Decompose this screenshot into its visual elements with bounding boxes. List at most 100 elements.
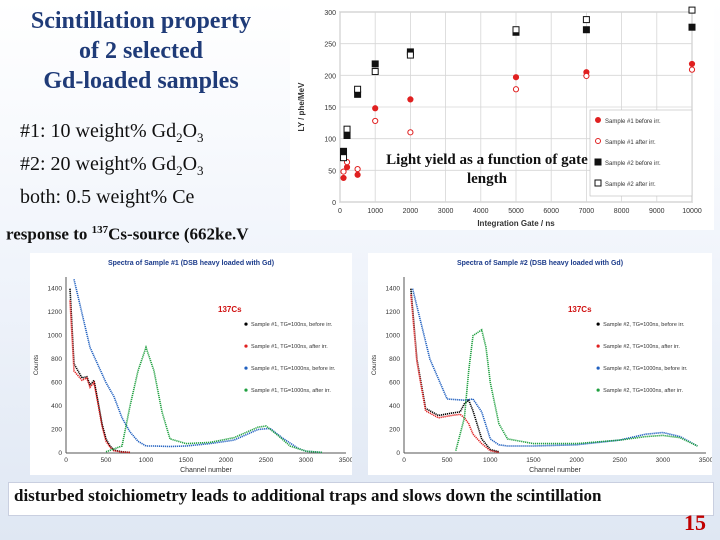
spectrum-1-chart: Spectra of Sample #1 (DSB heavy loaded w… xyxy=(33,260,354,474)
legend-marker xyxy=(244,344,248,348)
spectrum-series-line xyxy=(105,344,323,454)
legend-marker xyxy=(595,117,601,123)
legend-marker xyxy=(596,366,600,370)
x-tick-label: 1000 xyxy=(483,457,498,464)
data-point xyxy=(340,168,347,175)
data-point xyxy=(340,174,347,182)
legend-marker xyxy=(596,344,600,348)
x-tick-label: 5000 xyxy=(508,208,524,215)
x-axis-label: Channel number xyxy=(529,467,581,474)
legend-marker xyxy=(596,322,600,326)
legend-marker xyxy=(244,366,248,370)
data-point xyxy=(343,164,351,171)
data-point xyxy=(372,105,379,112)
data-point xyxy=(343,132,351,139)
y-tick-label: 200 xyxy=(324,73,336,80)
y-tick-label: 100 xyxy=(324,137,336,144)
y-tick-label: 50 xyxy=(328,168,336,175)
data-point xyxy=(512,86,520,93)
spectrum-title: Spectra of Sample #2 (DSB heavy loaded w… xyxy=(457,260,623,267)
y-tick-label: 600 xyxy=(51,380,62,387)
data-point xyxy=(340,147,348,155)
legend-label: Sample #2, TG=100ns, before irr. xyxy=(603,322,685,328)
x-tick-label: 4000 xyxy=(473,208,489,215)
sample-line-1: #1: 10 weight% Gd2O3 xyxy=(20,120,204,145)
y-tick-label: 0 xyxy=(332,200,336,207)
y-tick-label: 1000 xyxy=(386,333,401,340)
legend-marker xyxy=(595,138,601,144)
page-number: 15 xyxy=(684,510,706,535)
sample-line-2: #2: 20 weight% Gd2O3 xyxy=(20,153,204,178)
x-tick-label: 3500 xyxy=(699,457,712,464)
y-tick-label: 0 xyxy=(58,450,62,457)
y-tick-label: 400 xyxy=(389,403,400,410)
footer-statement: disturbed stoichiometry leads to additio… xyxy=(14,486,602,505)
title-line-1: Scintillation property xyxy=(30,8,252,34)
light-yield-chart-panel: 0 1000 2000 3000 4000 5000 6000 7000 8000 9000 100… xyxy=(290,2,714,230)
data-point xyxy=(512,26,520,34)
legend-label: Sample #2 after irr. xyxy=(605,182,656,188)
legend-marker xyxy=(244,322,248,326)
y-tick-label: 800 xyxy=(389,356,400,363)
sample-line-3: both: 0.5 weight% Ce xyxy=(20,186,195,208)
x-tick-label: 2000 xyxy=(403,208,419,215)
legend-box xyxy=(589,109,693,197)
data-point xyxy=(354,171,361,178)
spectrum-series-line xyxy=(69,300,131,454)
x-tick-label: 6000 xyxy=(543,208,559,215)
spectrum-series-line xyxy=(455,328,698,451)
spectrum-series-line xyxy=(411,288,698,447)
y-tick-label: 600 xyxy=(389,380,400,387)
y-tick-label: 300 xyxy=(324,10,336,17)
cs137-annotation: 137Cs xyxy=(218,305,242,314)
data-point xyxy=(372,117,379,125)
legend-marker xyxy=(594,158,602,166)
y-axis-label: Counts xyxy=(371,354,378,375)
spectrum-series-line xyxy=(410,294,500,454)
legend-marker xyxy=(244,388,248,392)
data-point xyxy=(371,68,379,76)
sample-composition-list: #1: 10 weight% Gd2O3 #2: 20 weight% Gd2O… xyxy=(20,118,204,210)
data-point xyxy=(354,85,362,93)
data-point xyxy=(688,6,696,14)
x-tick-label: 9000 xyxy=(649,208,665,215)
x-tick-label: 10000 xyxy=(682,208,702,215)
x-tick-label: 3000 xyxy=(438,208,454,215)
x-tick-label: 0 xyxy=(64,457,68,464)
x-tick-label: 1000 xyxy=(139,457,154,464)
y-tick-label: 250 xyxy=(324,42,336,49)
source-response-label: response to 137Cs-source (662ke.V xyxy=(6,224,249,244)
x-tick-label: 500 xyxy=(442,457,453,464)
data-point xyxy=(688,23,696,31)
light-yield-chart: 0 1000 2000 3000 4000 5000 6000 7000 8000 9000 100… xyxy=(297,6,702,228)
data-point xyxy=(688,60,696,68)
data-point xyxy=(354,165,361,173)
y-tick-label: 200 xyxy=(389,427,400,434)
legend-label: Sample #2 before irr. xyxy=(605,161,661,167)
y-tick-label: 1000 xyxy=(48,333,63,340)
spectrum-2-chart: Spectra of Sample #2 (DSB heavy loaded w… xyxy=(371,260,714,474)
spectrum-series-line xyxy=(73,279,323,454)
x-tick-label: 0 xyxy=(338,208,342,215)
x-tick-label: 2500 xyxy=(259,457,274,464)
legend-label: Sample #1, TG=1000ns, after irr. xyxy=(251,388,331,394)
data-point xyxy=(340,154,348,162)
x-tick-label: 2000 xyxy=(219,457,234,464)
x-tick-label: 3000 xyxy=(299,457,314,464)
legend-label: Sample #1, TG=100ns, before irr. xyxy=(251,322,333,328)
x-tick-label: 2000 xyxy=(569,457,584,464)
data-point xyxy=(582,26,590,34)
y-tick-label: 150 xyxy=(324,105,336,112)
data-point xyxy=(407,129,414,136)
y-axis-label: LY / phe/MeV xyxy=(297,82,306,132)
legend-label: Sample #1 after irr. xyxy=(605,140,656,146)
y-tick-label: 1200 xyxy=(386,309,401,316)
title-line-2: of 2 selected xyxy=(79,38,203,64)
x-tick-label: 2500 xyxy=(612,457,627,464)
y-axis-label: Counts xyxy=(33,354,40,375)
x-tick-label: 3500 xyxy=(339,457,352,464)
light-yield-caption: Light yield as a function of gate length xyxy=(386,152,588,187)
x-axis-label: Integration Gate / ns xyxy=(477,219,555,228)
spectrum-series-line xyxy=(410,288,500,453)
x-tick-label: 1000 xyxy=(367,208,383,215)
